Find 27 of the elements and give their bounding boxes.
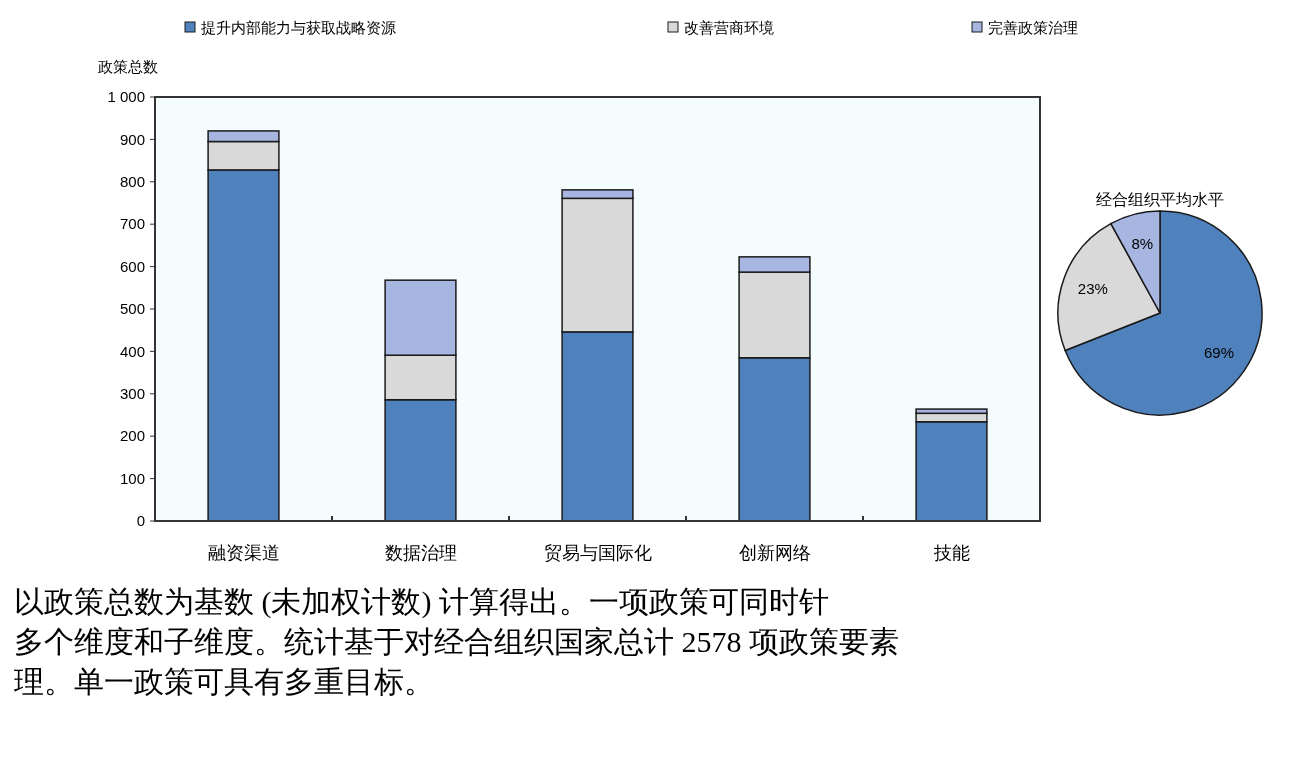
y-axis-title: 政策总数 xyxy=(98,58,158,75)
y-tick-label: 100 xyxy=(119,469,145,487)
y-tick-label: 300 xyxy=(119,385,145,403)
x-tick-label: 技能 xyxy=(932,543,970,563)
data-label: 69% xyxy=(1204,344,1235,362)
y-tick-label: 1 000 xyxy=(107,88,145,106)
chart-title: 经合组织平均水平 xyxy=(1096,191,1224,208)
legend-label: 提升内部能力与获取战略资源 xyxy=(201,19,396,37)
data-label: 8% xyxy=(1131,235,1154,253)
text: 多个维度和子维度。统计基于对经合组织国家总计 2578 项政策要素 xyxy=(14,625,899,658)
y-tick-label: 700 xyxy=(119,215,145,233)
y-tick-label: 200 xyxy=(119,427,145,445)
legend-label: 改善营商环境 xyxy=(684,19,774,37)
legend-label: 完善政策治理 xyxy=(988,19,1078,37)
y-tick-label: 0 xyxy=(136,512,145,530)
text: 以政策总数为基数 (未加权计数) 计算得出。一项政策可同时针 xyxy=(14,585,829,619)
y-tick-label: 400 xyxy=(119,342,145,360)
y-tick-label: 900 xyxy=(119,130,145,148)
y-tick-label: 600 xyxy=(119,257,145,275)
x-tick-label: 创新网络 xyxy=(738,543,811,563)
y-tick-label: 500 xyxy=(119,300,145,318)
x-tick-label: 数据治理 xyxy=(384,543,457,563)
text: 理。单一政策可具有多重目标。 xyxy=(14,665,434,698)
x-tick-label: 融资渠道 xyxy=(207,543,280,563)
data-label: 23% xyxy=(1077,280,1108,298)
x-tick-label: 贸易与国际化 xyxy=(543,543,652,563)
y-tick-label: 800 xyxy=(119,173,145,191)
